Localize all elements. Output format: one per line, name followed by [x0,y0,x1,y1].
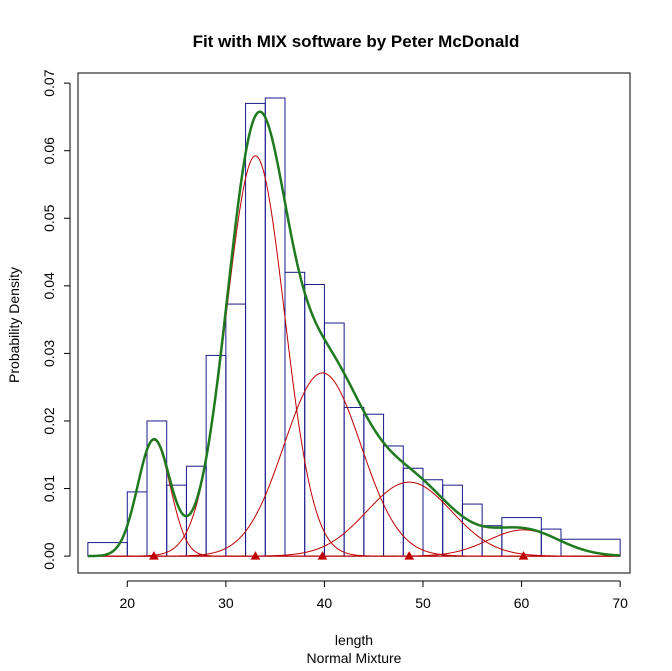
x-tick-label: 40 [317,595,333,611]
y-axis-label: Probability Density [6,267,22,383]
histogram-bar [363,413,385,557]
y-axis: 0.00 0.01 0.02 0.03 0.04 0.05 0.06 0.07 [41,69,71,570]
component-mean-marker [518,551,529,560]
x-axis-sublabel: Normal Mixture [307,650,402,666]
component-mean-marker [149,551,159,560]
component-mean-marker [404,551,415,560]
y-tick-label: 0.04 [41,272,57,299]
component-curve [87,481,621,557]
plot-frame [77,72,631,574]
x-tick-label: 70 [612,595,628,611]
y-tick-label: 0.01 [41,475,57,502]
component-curves [87,155,621,557]
component-mean-marker [317,551,328,560]
histogram-bar [442,484,463,557]
x-tick-label: 50 [415,595,431,611]
histogram-bar [225,303,247,557]
histogram-bar [501,517,542,557]
chart-title: Fit with MIX software by Peter McDonald [193,32,520,51]
x-tick-label: 30 [218,595,234,611]
histogram-bar [304,283,325,557]
histogram-bar [245,102,266,557]
y-tick-label: 0.00 [41,542,57,569]
x-tick-label: 20 [120,595,136,611]
histogram-bar [560,538,621,557]
component-curve [87,372,621,557]
histogram-bar [383,445,404,557]
component-mean-marker [250,551,261,560]
mixture-curve [87,110,621,558]
component-means [149,551,529,560]
histogram-bar [422,479,444,557]
x-axis: 20 30 40 50 60 70 [120,580,628,611]
histogram-bar [461,503,483,557]
mixture-curve-line [87,110,621,558]
y-tick-label: 0.05 [41,204,57,231]
histogram-bar [402,467,424,557]
histogram [87,97,621,557]
x-tick-label: 60 [514,595,530,611]
component-curve [87,439,621,557]
component-curve [87,155,621,557]
histogram-bar [185,465,207,557]
histogram-bar [343,406,365,557]
y-tick-label: 0.03 [41,340,57,367]
y-tick-label: 0.07 [41,69,57,96]
y-tick-label: 0.02 [41,407,57,434]
histogram-bar [126,491,148,557]
x-axis-label: length [335,632,373,648]
y-tick-label: 0.06 [41,137,57,164]
